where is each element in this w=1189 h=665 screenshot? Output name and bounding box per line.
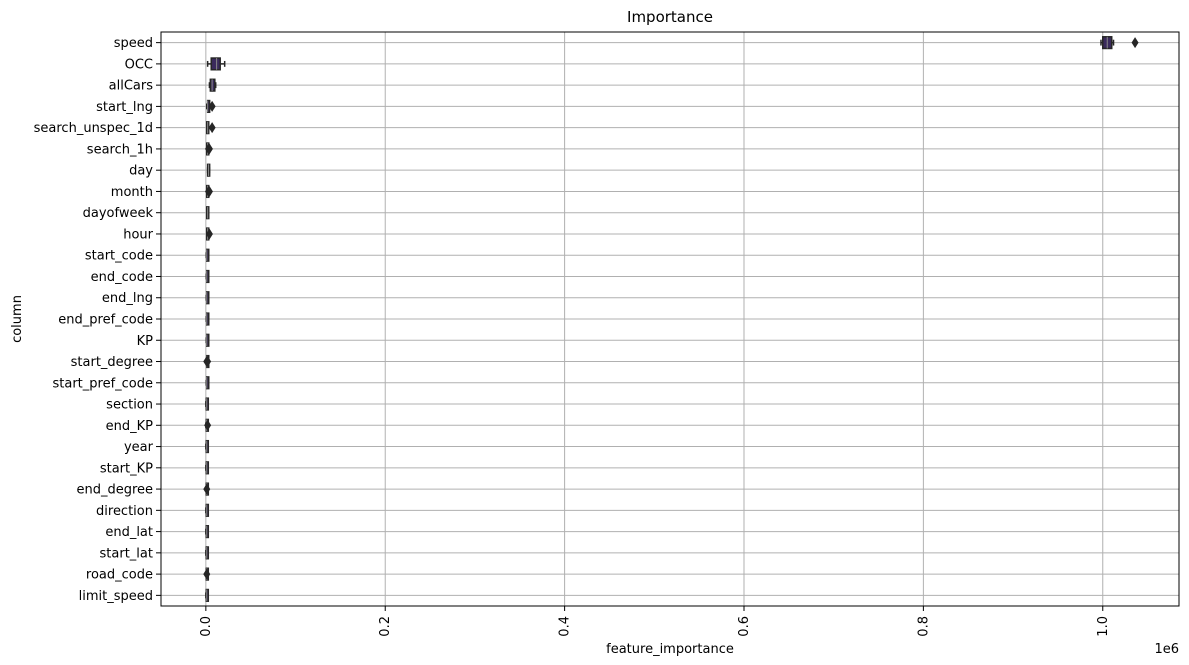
y-tick-label: start_lat [100,546,153,561]
box-KP [205,333,210,347]
y-tick-label: limit_speed [79,589,153,604]
box-start_lat [205,546,210,560]
box-day [206,163,211,177]
y-tick-label: search_unspec_1d [34,121,153,136]
plot-marks [203,36,1139,602]
box-limit_speed [205,588,210,602]
y-tick-label: end_code [91,270,153,285]
outlier-point [208,100,216,112]
box-start_lng [205,99,216,114]
y-tick-label: section [106,398,153,413]
y-tick-label: end_lat [105,525,153,540]
box-hour [205,227,213,241]
box-speed [1100,36,1139,50]
y-tick-label: end_degree [76,483,153,498]
box-iqr [210,57,221,71]
box-end_KP [204,418,212,432]
box-OCC [206,57,226,71]
y-tick-label: start_pref_code [52,376,153,391]
y-tick-label: month [111,185,153,200]
box-year [205,439,210,454]
x-tick-label: 0.0 [199,616,214,637]
box-start_KP [205,461,210,475]
y-tick-label: start_code [85,249,153,264]
y-tick-label: allCars [109,79,154,94]
y-tick-label: start_lng [96,100,153,115]
x-tick-label: 0.2 [378,616,393,637]
box-end_code [205,269,210,284]
x-axis: 0.0 0.2 0.4 0.6 0.8 1.0 [199,606,1111,637]
box-road_code [203,567,211,581]
box-search_unspec_1d [205,121,216,135]
box-end_degree [203,482,211,496]
outlier-point [204,419,212,431]
y-tick-label: dayofweek [83,206,154,221]
outlier-point [204,356,212,368]
box-end_pref_code [205,312,210,326]
y-tick-label: day [129,164,153,179]
y-tick-label: KP [137,334,154,349]
x-axis-offset-label: 1e6 [1154,642,1179,657]
outlier-point [205,228,213,240]
y-tick-label: start_degree [71,355,153,370]
box-dayofweek [205,206,210,220]
y-tick-label: end_KP [106,419,154,434]
x-tick-label: 0.6 [737,616,752,637]
outlier-point [205,143,213,155]
y-tick-label: end_lng [102,291,153,306]
y-tick-label: search_1h [87,142,153,157]
box-start_code [205,248,210,262]
box-section [205,397,210,411]
outlier-point [203,568,211,580]
y-tick-label: OCC [125,57,153,72]
y-tick-label: start_KP [100,461,153,476]
y-tick-label: speed [114,36,153,51]
y-axis-label: column [10,295,25,343]
x-tick-label: 0.8 [916,616,931,637]
y-tick-label: direction [96,504,153,519]
outlier-point [205,185,213,197]
x-tick-label: 0.4 [558,616,573,637]
y-tick-label: hour [123,227,153,242]
grid-lines [161,32,1179,606]
x-axis-label: feature_importance [606,642,734,657]
outlier-point [1131,37,1139,49]
box-month [205,184,213,199]
box-start_pref_code [205,376,210,390]
y-axis: speed OCC allCars start_lng search_unspec_1d… [34,36,161,604]
y-tick-label: end_pref_code [58,313,153,328]
x-tick-label: 1.0 [1096,616,1111,637]
box-allCars [208,78,217,92]
y-tick-label: year [124,440,154,455]
outlier-point [208,122,216,134]
outlier-point [203,483,211,495]
box-end_lng [205,291,210,305]
box-end_lat [205,524,210,539]
box-search_1h [205,142,213,156]
box-direction [205,503,210,517]
y-tick-label: road_code [86,568,153,583]
chart-title: Importance [627,8,713,26]
box-start_degree [203,354,212,369]
